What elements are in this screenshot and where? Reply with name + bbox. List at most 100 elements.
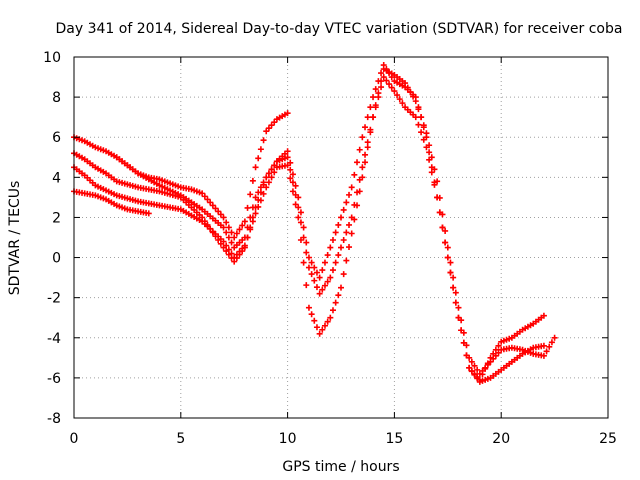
data-point	[305, 264, 312, 271]
data-point	[418, 129, 425, 136]
data-point	[311, 277, 318, 284]
data-point	[351, 171, 358, 178]
y-tick-label: -4	[47, 331, 61, 347]
data-point	[335, 292, 342, 299]
data-point	[351, 201, 358, 208]
data-point	[447, 259, 454, 266]
data-point	[442, 239, 449, 246]
data-point	[297, 209, 304, 216]
data-point	[410, 93, 417, 100]
data-point	[452, 299, 459, 306]
data-point	[308, 311, 315, 318]
data-point	[263, 128, 270, 135]
data-point	[418, 114, 425, 121]
data-point	[316, 330, 323, 337]
data-point	[231, 234, 238, 241]
data-point	[233, 251, 240, 258]
data-point	[268, 174, 275, 181]
data-point	[378, 78, 385, 85]
data-point	[249, 218, 256, 225]
data-point	[420, 136, 427, 143]
data-point	[396, 96, 403, 103]
data-point	[426, 142, 433, 149]
data-point	[145, 210, 152, 217]
data-point	[447, 269, 454, 276]
data-series	[113, 66, 558, 377]
data-point	[308, 271, 315, 278]
data-point	[439, 211, 446, 218]
data-point	[231, 254, 238, 261]
data-point	[354, 189, 361, 196]
data-point	[319, 267, 326, 274]
data-point	[460, 329, 467, 336]
data-point	[316, 290, 323, 297]
data-point	[495, 349, 502, 356]
data-point	[364, 139, 371, 146]
y-tick-label: 0	[52, 251, 61, 267]
data-point	[257, 184, 264, 191]
data-point	[268, 122, 275, 129]
data-point	[426, 149, 433, 156]
data-point	[241, 242, 248, 249]
data-point	[479, 367, 486, 374]
data-point	[249, 204, 256, 211]
data-point	[252, 194, 259, 201]
data-point	[412, 114, 419, 121]
data-point	[452, 289, 459, 296]
data-point	[415, 106, 422, 113]
data-point	[225, 234, 232, 241]
data-point	[263, 184, 270, 191]
data-point	[313, 269, 320, 276]
data-point	[303, 249, 310, 256]
data-point	[450, 274, 457, 281]
data-point	[284, 110, 291, 117]
data-point	[338, 244, 344, 251]
x-tick-label: 5	[176, 431, 185, 447]
data-point	[386, 81, 393, 88]
data-point	[204, 196, 211, 203]
data-point	[362, 159, 369, 166]
data-point	[271, 119, 278, 126]
data-point	[364, 114, 371, 121]
data-point	[289, 188, 296, 195]
data-point	[346, 244, 353, 251]
data-point	[289, 179, 296, 186]
data-point	[402, 80, 409, 87]
data-point	[241, 218, 248, 225]
data-point	[343, 199, 350, 206]
data-point	[548, 339, 555, 346]
data-point	[327, 244, 334, 251]
data-point	[367, 104, 374, 111]
y-tick-label: 10	[43, 50, 61, 66]
data-point	[442, 227, 449, 234]
data-point	[223, 219, 230, 226]
data-point	[329, 267, 336, 274]
data-point	[252, 210, 259, 217]
data-point	[257, 146, 264, 153]
data-point	[420, 122, 427, 129]
data-point	[247, 214, 254, 221]
data-point	[372, 102, 379, 109]
data-point	[327, 274, 334, 281]
data-point	[201, 193, 208, 200]
y-tick-label: 8	[52, 90, 61, 106]
data-point	[471, 371, 478, 378]
data-point	[260, 190, 267, 197]
data-point	[346, 221, 353, 228]
data-point	[292, 191, 299, 198]
data-point	[482, 364, 489, 371]
y-tick-label: -2	[47, 291, 61, 307]
data-point	[412, 98, 419, 105]
data-point	[199, 190, 206, 197]
data-point	[540, 352, 547, 359]
axis-ticks: 0 5 10 15 20 25 -8 -6 -4 -2 0 2 4 6 8 10	[43, 50, 617, 447]
data-point	[356, 176, 363, 183]
data-point	[378, 84, 385, 91]
data-point	[439, 224, 446, 231]
data-point	[346, 191, 353, 198]
data-point	[311, 317, 318, 324]
data-point	[313, 324, 320, 331]
data-point	[257, 197, 264, 204]
data-point	[289, 171, 296, 178]
